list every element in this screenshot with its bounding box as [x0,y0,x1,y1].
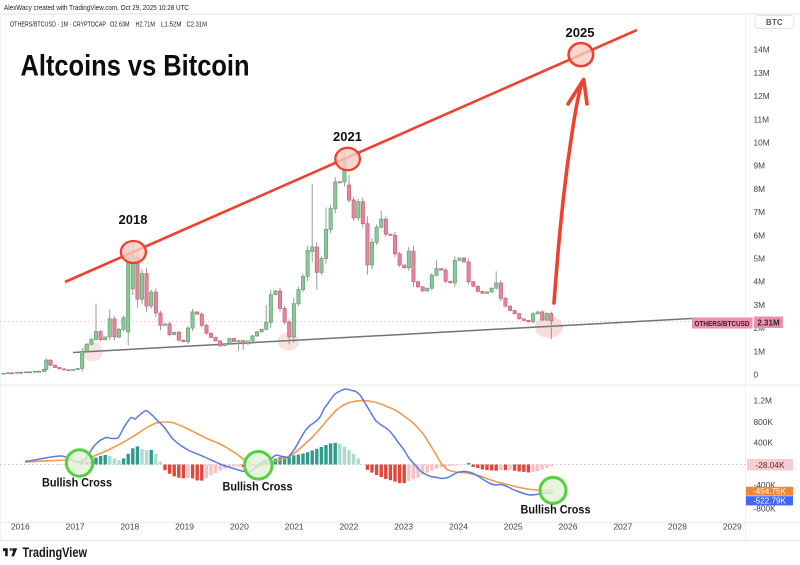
svg-text:11M: 11M [754,114,770,124]
svg-text:-494.75K: -494.75K [753,487,786,496]
svg-text:3M: 3M [754,300,766,310]
svg-text:2025: 2025 [504,522,523,532]
svg-text:Altcoins vs Bitcoin: Altcoins vs Bitcoin [21,50,250,83]
svg-text:2019: 2019 [175,522,194,532]
svg-text:2023: 2023 [394,522,413,532]
svg-text:-522.79K: -522.79K [753,497,786,506]
svg-text:7M: 7M [754,207,766,217]
svg-text:AlexWacy created with TradingV: AlexWacy created with TradingView.com, O… [4,3,190,12]
svg-text:2024: 2024 [449,522,468,532]
svg-text:2027: 2027 [613,522,632,532]
svg-text:-28.04K: -28.04K [755,460,785,470]
svg-text:1M: 1M [754,346,766,356]
svg-text:2016: 2016 [11,522,30,532]
svg-text:8M: 8M [754,184,766,194]
svg-text:4M: 4M [754,277,766,287]
svg-text:2022: 2022 [339,522,358,532]
svg-text:800K: 800K [754,417,774,427]
svg-text:2M: 2M [754,323,766,333]
svg-text:OTHERS/BTCUSD · 1M · CRYPTOCAP: OTHERS/BTCUSD · 1M · CRYPTOCAP [10,20,106,29]
svg-text:10M: 10M [754,138,770,148]
svg-text:2.31M: 2.31M [757,319,780,328]
svg-text:O2.63M: O2.63M [110,20,130,29]
svg-text:Bullish Cross: Bullish Cross [223,480,293,494]
svg-text:2017: 2017 [66,522,85,532]
svg-text:2021: 2021 [333,129,362,144]
svg-text:2029: 2029 [723,522,742,532]
svg-text:6M: 6M [754,230,766,240]
svg-text:-800K: -800K [754,503,777,513]
svg-text:14M: 14M [754,45,770,55]
svg-text:-400K: -400K [754,480,777,490]
svg-text:H2.71M: H2.71M [136,20,156,29]
svg-text:2028: 2028 [668,522,687,532]
svg-text:2018: 2018 [119,212,148,227]
svg-text:12M: 12M [754,91,770,101]
svg-text:5M: 5M [754,254,766,264]
svg-text:2026: 2026 [559,522,578,532]
svg-text:2020: 2020 [230,522,249,532]
svg-text:400K: 400K [754,438,774,448]
svg-text:OTHERS/BTCUSD: OTHERS/BTCUSD [695,319,750,328]
svg-text:0: 0 [754,370,759,380]
svg-text:2025: 2025 [566,25,595,40]
svg-text:L1.52M: L1.52M [161,20,182,29]
svg-text:Bullish Cross: Bullish Cross [42,476,112,490]
svg-text:9M: 9M [754,161,766,171]
svg-text:1.2M: 1.2M [754,395,773,405]
svg-text:2021: 2021 [285,522,304,532]
svg-text:Bullish Cross: Bullish Cross [521,503,591,517]
svg-text:2018: 2018 [120,522,139,532]
svg-text:BTC: BTC [766,18,783,27]
svg-text:C2.31M: C2.31M [187,20,208,29]
svg-text:13M: 13M [754,68,770,78]
svg-text:TradingView: TradingView [23,545,88,560]
